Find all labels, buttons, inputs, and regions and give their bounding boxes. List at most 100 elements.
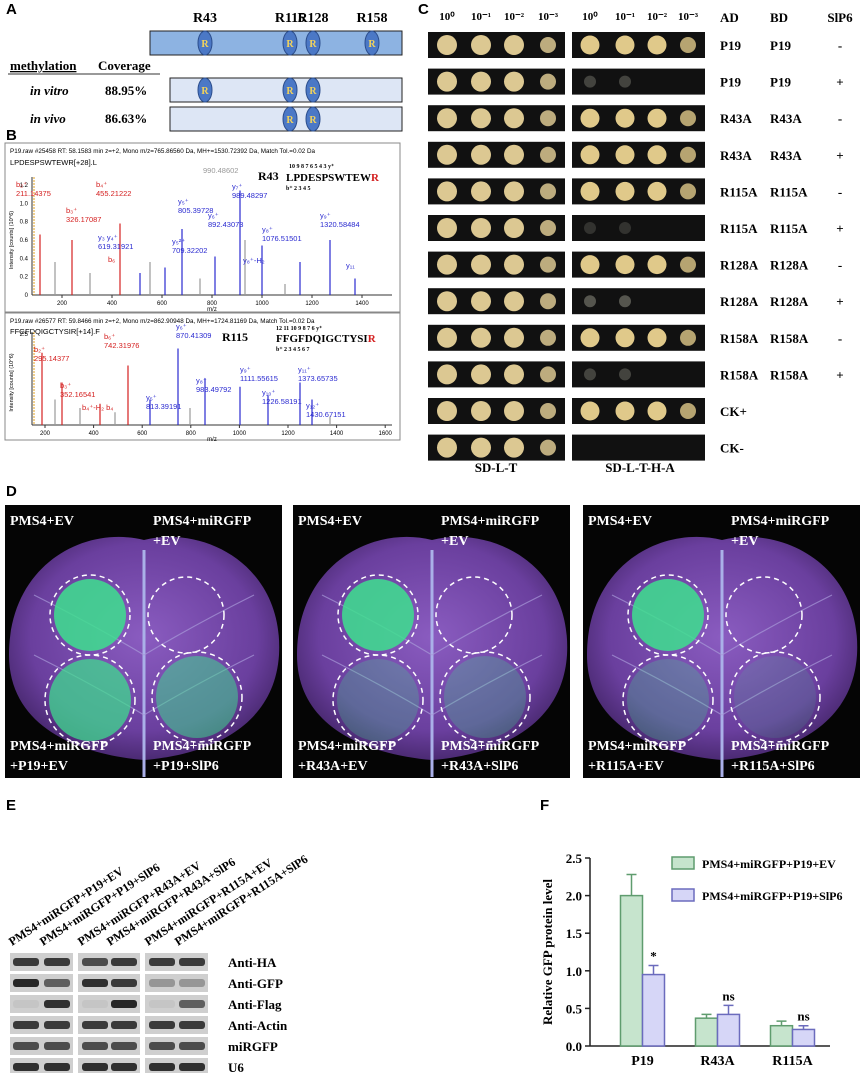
methylated-residue: R [371,172,380,184]
band [82,979,108,987]
blot-label: miRGFP [228,1039,278,1054]
colony [504,71,524,92]
image-label: PMS4+EV [298,514,362,529]
band [179,979,205,987]
row-label: CK- [720,441,744,456]
vein [611,654,723,716]
residue-letter: R [309,115,317,126]
x-axis-label: m/z [207,437,217,443]
colony [680,403,696,419]
x-tick-label: 600 [137,431,148,437]
blot [145,1037,208,1055]
blot [10,1037,73,1055]
ion-label: b₃⁺ [60,381,71,390]
x-tick-label: R43A [700,1054,735,1069]
image-label: PMS4+EV [588,514,652,529]
ion-label: y₈⁺ [196,376,207,385]
colony [584,295,596,308]
band [149,958,175,966]
colony [680,110,696,127]
residue-letter: R [201,39,209,50]
blot [10,974,73,992]
ion-mz: 892.43073 [208,220,243,229]
significance: ns [797,1009,809,1024]
blot-label: U6 [228,1060,244,1073]
colony [615,35,635,55]
gfp-signal [734,656,816,738]
image-label: PMS4+miRGFP [441,514,540,529]
colony [437,327,457,348]
x-tick-label: 400 [107,301,118,307]
site-label: R115 [222,330,248,344]
spectrum-header: P19.raw #26577 RT: 59.8466 min z=+2, Mon… [10,318,315,325]
colony [619,75,631,88]
image-label: PMS4+miRGFP [441,739,540,754]
colony [580,35,600,55]
dilution-label: 10⁻¹ [615,11,635,23]
band [13,1042,39,1050]
band [44,1063,70,1071]
colony [504,401,524,421]
blot [145,995,208,1013]
x-tick-label: 800 [186,431,197,437]
residue-letter: R [309,86,317,97]
row-label: R115A [770,221,808,236]
image-label: PMS4+miRGFP [10,739,109,754]
bar [769,1024,794,1047]
blot-label: Anti-GFP [228,976,283,991]
ion-mz: 1430.67151 [306,410,346,419]
medium-label: SD-L-T [475,460,518,475]
blot [78,995,140,1013]
row-label: R115A [720,184,758,199]
row-label: R158A [770,331,809,346]
ion-label: b₃⁺ [66,206,77,215]
colony [619,295,631,308]
spectrum-header: P19.raw #25458 RT: 58.1583 min z=+2, Mon… [10,148,316,155]
band [82,1021,108,1029]
row-label: R43A [770,148,802,163]
colony [647,181,667,201]
image-label: +EV [153,534,180,549]
ion-mz: 1076.51501 [262,234,302,243]
residue-label: R43 [193,11,217,26]
band [82,1063,108,1071]
colony [680,329,696,346]
row-label: P19 [720,75,741,90]
colony [540,73,556,90]
colony [471,218,491,238]
ion-ladder: 10 9 8 7 6 5 4 3 y⁺ [289,163,334,170]
colony [471,437,491,458]
ion-label: y₈⁺ [262,225,273,234]
y-tick-label: 0.0 [566,1039,582,1054]
image-label: PMS4+miRGFP [153,514,252,529]
colony [540,403,556,419]
colony [504,327,524,348]
residue-letter: R [201,86,209,97]
colony [471,71,491,92]
colony [680,37,696,53]
ion-label: b₆⁺ [104,332,115,341]
blot [10,995,73,1013]
colony [580,145,600,165]
colony [615,255,635,275]
x-tick-label: 1600 [379,431,393,437]
ion-mz: 619.31921 [98,242,133,251]
colony [580,108,600,128]
bar [641,973,666,1047]
panel-letter: A [6,1,17,18]
row-label: R158A [720,331,759,346]
blot [145,953,208,971]
spectrum-frame [4,142,401,313]
bar [619,894,644,1047]
colony [437,291,457,312]
band [149,979,175,987]
gfp-signal [337,659,419,741]
image-label: +P19+SlP6 [153,759,219,774]
ion-mz: 983.49792 [196,385,231,394]
y-tick-label: 0.4 [20,256,29,262]
band [111,958,137,966]
ion-label: b₄⁺ [96,180,107,189]
panel-letter: E [6,797,16,814]
infiltration-zone [44,654,136,746]
residue-oval [197,77,213,103]
